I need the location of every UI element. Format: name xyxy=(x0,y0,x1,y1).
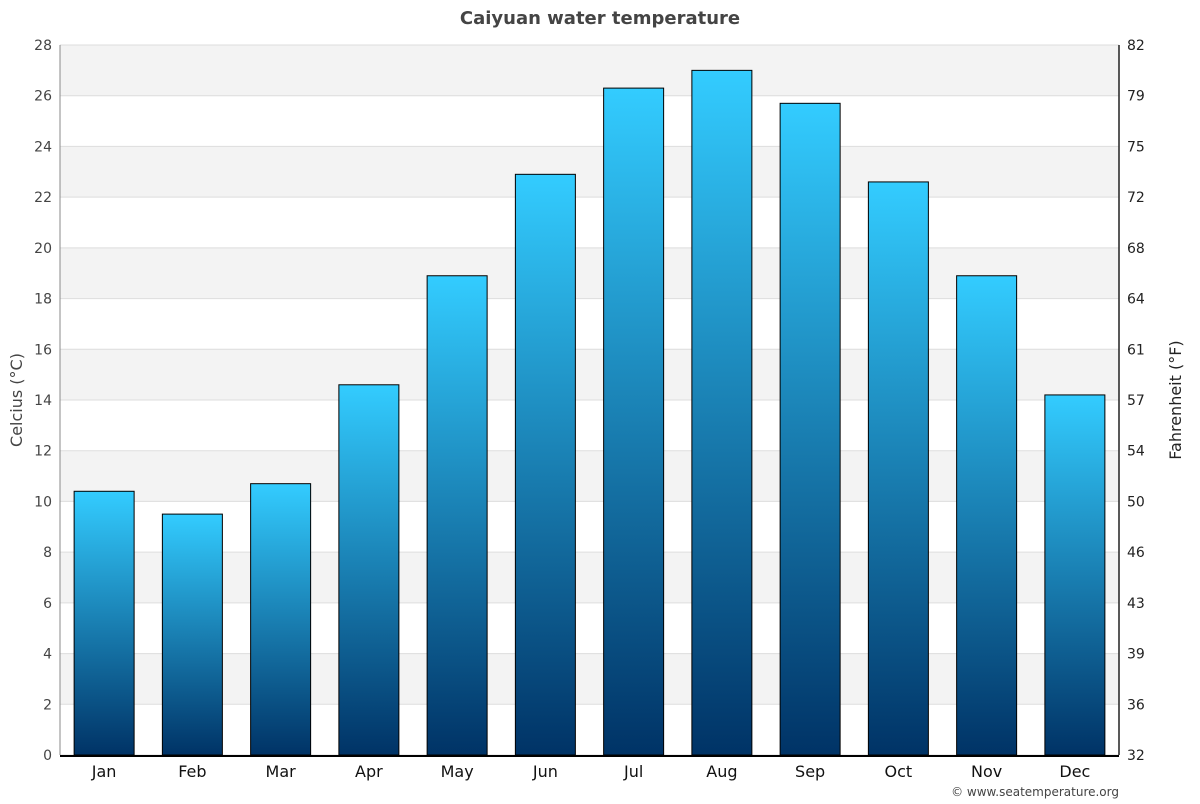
y-tick-label-left: 10 xyxy=(34,494,52,510)
chart-title: Caiyuan water temperature xyxy=(460,8,740,29)
x-tick-label: Aug xyxy=(706,762,737,781)
grid-band xyxy=(60,45,1119,96)
y-tick-label-left: 6 xyxy=(43,596,52,612)
grid-band xyxy=(60,247,1119,299)
y-tick-label-right: 61 xyxy=(1127,342,1145,358)
x-tick-label: May xyxy=(441,762,474,781)
bar-feb xyxy=(161,513,223,756)
y-tick-label-left: 14 xyxy=(34,393,52,409)
bar-jun xyxy=(514,173,576,756)
grid-band xyxy=(60,552,1119,603)
y-tick-label-left: 20 xyxy=(34,241,52,257)
x-tick-label: Apr xyxy=(355,762,383,781)
y-tick-label-left: 2 xyxy=(43,697,52,713)
x-tick-label: Jun xyxy=(532,762,558,781)
y-tick-label-right: 43 xyxy=(1127,596,1145,612)
y-tick-label-left: 18 xyxy=(34,292,52,308)
grid-band xyxy=(60,653,1119,705)
y-tick-label-right: 46 xyxy=(1127,545,1145,561)
y-tick-label-left: 0 xyxy=(43,748,52,764)
y-tick-label-right: 79 xyxy=(1127,89,1145,105)
credit: © www.seatemperature.org xyxy=(951,785,1119,799)
x-tick-label: Feb xyxy=(178,762,206,781)
bar-oct xyxy=(867,181,929,756)
x-tick-label: Sep xyxy=(795,762,825,781)
y-tick-label-right: 72 xyxy=(1127,190,1145,206)
y-tick-label-right: 68 xyxy=(1127,241,1145,257)
y-tick-label-left: 26 xyxy=(34,89,52,105)
x-tick-label: Oct xyxy=(885,762,913,781)
y-tick-label-right: 50 xyxy=(1127,494,1145,510)
y-tick-label-right: 75 xyxy=(1127,139,1145,155)
x-tick-label: Nov xyxy=(971,762,1002,781)
x-tick-label: Dec xyxy=(1059,762,1090,781)
y-tick-label-right: 36 xyxy=(1127,697,1145,713)
y-tick-label-right: 64 xyxy=(1127,292,1145,308)
bar-apr xyxy=(338,384,400,756)
bar-jan xyxy=(73,490,135,756)
bar-jul xyxy=(603,87,665,756)
bar-mar xyxy=(250,483,312,756)
x-tick-label: Jul xyxy=(623,762,643,781)
y-tick-label-left: 4 xyxy=(43,647,52,663)
y-tick-label-left: 8 xyxy=(43,545,52,561)
bar-may xyxy=(426,275,488,756)
y-tick-label-left: 22 xyxy=(34,190,52,206)
y-tick-label-left: 12 xyxy=(34,444,52,460)
bar-aug xyxy=(691,69,753,756)
y-tick-label-right: 57 xyxy=(1127,393,1145,409)
y-tick-label-left: 28 xyxy=(34,38,52,54)
x-tick-label: Jan xyxy=(91,762,117,781)
y-tick-label-left: 16 xyxy=(34,342,52,358)
bar-sep xyxy=(779,102,841,756)
grid-band xyxy=(60,146,1119,198)
y-tick-label-left: 24 xyxy=(34,139,52,155)
bar-dec xyxy=(1044,394,1106,756)
grid-band xyxy=(60,349,1119,400)
y-tick-label-right: 82 xyxy=(1127,38,1145,54)
y-tick-label-right: 39 xyxy=(1127,647,1145,663)
y-axis-label-right: Fahrenheit (°F) xyxy=(1166,340,1185,459)
y-tick-label-right: 54 xyxy=(1127,444,1145,460)
grid-band xyxy=(60,450,1119,502)
x-tick-label: Mar xyxy=(266,762,297,781)
y-axis-label-left: Celcius (°C) xyxy=(7,353,26,447)
y-tick-label-right: 32 xyxy=(1127,748,1145,764)
bar-nov xyxy=(956,275,1018,756)
